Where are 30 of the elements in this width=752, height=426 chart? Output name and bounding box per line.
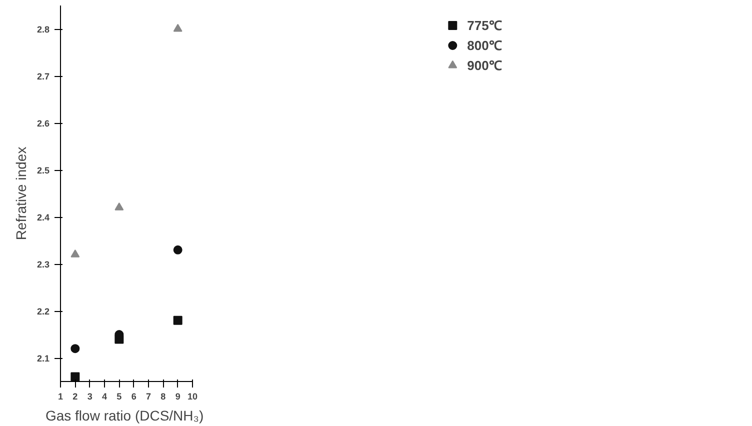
x-tick-label: 9 [175, 392, 180, 402]
y-tick-label: 2.3 [36, 260, 50, 270]
x-tick-label: 3 [87, 392, 92, 402]
legend-label: 900℃ [467, 57, 502, 74]
point [114, 202, 124, 210]
point [173, 24, 182, 32]
legend-label: 800℃ [467, 37, 502, 54]
y-tick-label: 2.4 [36, 212, 50, 222]
x-tick-label: 4 [102, 392, 108, 402]
x-tick-label: 6 [131, 392, 136, 402]
y-tick-label: 2.2 [36, 306, 50, 316]
point [70, 344, 80, 354]
x-tick-label: 10 [187, 392, 198, 402]
point [70, 249, 80, 258]
x-tick-label: 1 [58, 392, 64, 402]
point [173, 316, 182, 325]
point [70, 372, 80, 382]
x-axis-title: Gas flow ratio (DCS/NH₃) [45, 408, 204, 424]
legend-label: 775℃ [467, 17, 502, 34]
point [173, 245, 182, 254]
y-tick-label: 2.6 [36, 118, 50, 128]
x-tick-label: 2 [72, 392, 78, 402]
y-tick-label: 2.1 [36, 354, 50, 364]
y-tick-label: 2.5 [36, 166, 50, 176]
y-tick-label: 2.8 [36, 24, 50, 34]
y-axis-title: Refrative index [12, 146, 29, 240]
x-tick-label: 8 [160, 392, 166, 402]
y-tick-label: 2.7 [36, 72, 50, 82]
x-tick-label: 5 [116, 392, 122, 402]
x-tick-label: 7 [146, 392, 152, 402]
